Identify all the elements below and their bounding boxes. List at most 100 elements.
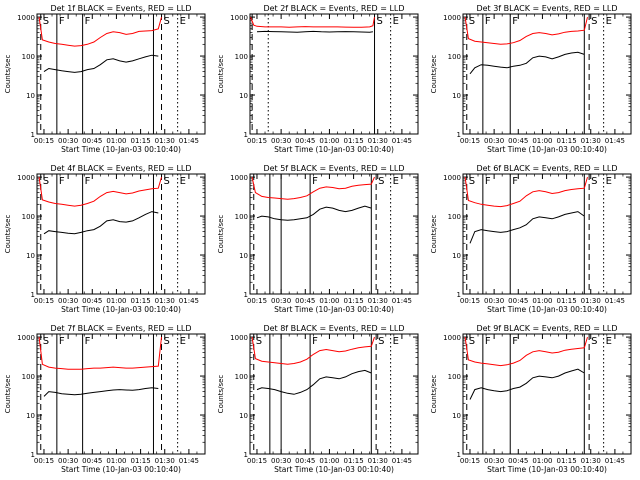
x-tick-label: 01:15 — [556, 457, 576, 465]
x-tick-label: 00:15 — [247, 137, 267, 145]
x-tick-label: 01:15 — [130, 137, 150, 145]
marker-label: S — [469, 16, 475, 27]
y-tick-label: 10 — [239, 252, 248, 260]
x-tick-label: 00:30 — [58, 457, 78, 465]
x-tick-label: 01:45 — [392, 457, 412, 465]
y-tick-label: 1 — [244, 451, 248, 459]
x-tick-label: 00:45 — [508, 137, 528, 145]
x-tick-label: 00:15 — [460, 457, 480, 465]
x-axis-label: Start Time (10-Jan-03 00:10:40) — [61, 305, 181, 314]
y-tick-label: 1 — [31, 131, 35, 139]
y-tick-label: 1 — [457, 291, 461, 299]
plot-frame — [249, 333, 419, 455]
marker-label: E — [606, 16, 612, 27]
marker-label: S — [43, 16, 49, 27]
x-tick-label: 01:00 — [319, 457, 339, 465]
x-axis-label: Start Time (10-Jan-03 00:10:40) — [274, 305, 394, 314]
x-tick-label: 01:30 — [368, 137, 388, 145]
x-tick-label: 01:15 — [556, 137, 576, 145]
x-axis-label: Start Time (10-Jan-03 00:10:40) — [487, 465, 607, 474]
y-tick-label: 100 — [448, 373, 461, 381]
y-tick-label: 10 — [239, 92, 248, 100]
series-line-lld — [251, 336, 375, 365]
marker-label: F — [85, 176, 91, 187]
marker-label: S — [43, 336, 49, 347]
x-tick-label: 01:30 — [581, 137, 601, 145]
marker-label: S — [164, 336, 170, 347]
x-axis-label: Start Time (10-Jan-03 00:10:40) — [487, 145, 607, 154]
series-line-events — [43, 211, 159, 235]
y-tick-label: 100 — [235, 373, 248, 381]
series-line-events — [469, 51, 585, 75]
marker-label: F — [485, 16, 491, 27]
x-tick-label: 00:30 — [58, 297, 78, 305]
y-tick-label: 1 — [244, 131, 248, 139]
plot-frame — [462, 173, 632, 295]
y-tick-label: 100 — [448, 53, 461, 61]
panel-title: Det 4f BLACK = Events, RED = LLD — [50, 164, 191, 173]
series-line-events — [469, 368, 585, 400]
y-tick-label: 100 — [22, 53, 35, 61]
y-tick-label: 1000 — [443, 14, 461, 22]
marker-label: S — [378, 176, 384, 187]
marker-label: S — [377, 16, 383, 27]
series-line-lld — [38, 16, 162, 47]
panel-title: Det 2f BLACK = Events, RED = LLD — [263, 4, 404, 13]
series-line-lld — [251, 176, 375, 200]
series-line-lld — [464, 16, 588, 45]
y-tick-label: 1000 — [443, 174, 461, 182]
y-tick-label: 1000 — [17, 14, 35, 22]
y-tick-label: 1 — [31, 451, 35, 459]
x-tick-label: 00:30 — [484, 457, 504, 465]
x-tick-label: 01:15 — [130, 457, 150, 465]
marker-label: F — [312, 336, 318, 347]
marker-label: F — [85, 16, 91, 27]
marker-label: F — [312, 176, 318, 187]
panel-title: Det 3f BLACK = Events, RED = LLD — [476, 4, 617, 13]
x-axis-label: Start Time (10-Jan-03 00:10:40) — [274, 465, 394, 474]
y-tick-label: 1000 — [230, 14, 248, 22]
marker-label: S — [378, 336, 384, 347]
x-tick-label: 00:45 — [82, 297, 102, 305]
x-tick-label: 00:30 — [271, 137, 291, 145]
marker-label: S — [469, 176, 475, 187]
series-line-events — [43, 387, 159, 397]
x-axis-label: Start Time (10-Jan-03 00:10:40) — [61, 145, 181, 154]
x-tick-label: 00:15 — [247, 297, 267, 305]
plot-frame — [36, 333, 206, 455]
y-tick-label: 1000 — [230, 334, 248, 342]
series-line-lld — [464, 336, 588, 367]
y-tick-label: 1 — [244, 291, 248, 299]
y-tick-label: 100 — [448, 213, 461, 221]
x-tick-label: 01:45 — [179, 457, 199, 465]
x-tick-label: 00:15 — [460, 297, 480, 305]
marker-label: F — [485, 176, 491, 187]
x-tick-label: 01:00 — [532, 457, 552, 465]
plot-frame — [462, 13, 632, 135]
marker-label: F — [512, 176, 518, 187]
y-axis-label: Counts/sec — [430, 55, 438, 94]
x-axis-label: Start Time (10-Jan-03 00:10:40) — [274, 145, 394, 154]
x-tick-label: 00:15 — [34, 137, 54, 145]
y-tick-label: 100 — [235, 213, 248, 221]
y-tick-label: 1 — [457, 131, 461, 139]
marker-label: S — [591, 336, 597, 347]
marker-label: E — [180, 336, 186, 347]
x-tick-label: 01:30 — [155, 297, 175, 305]
panel-8: Det 8f BLACK = Events, RED = LLD 1 10 100 10… — [217, 324, 419, 474]
x-tick-label: 00:30 — [484, 137, 504, 145]
x-tick-label: 00:45 — [295, 137, 315, 145]
x-tick-label: 00:30 — [271, 297, 291, 305]
y-axis-label: Counts/sec — [430, 215, 438, 254]
marker-label: F — [85, 336, 91, 347]
marker-label: S — [591, 16, 597, 27]
panel-4: Det 4f BLACK = Events, RED = LLD 1 10 100 10… — [4, 164, 206, 314]
x-tick-label: 01:30 — [581, 457, 601, 465]
marker-label: S — [164, 16, 170, 27]
series-line-events — [256, 369, 372, 395]
x-tick-label: 01:45 — [392, 297, 412, 305]
y-axis-label: Counts/sec — [217, 375, 225, 414]
marker-label: E — [606, 336, 612, 347]
x-tick-label: 01:45 — [179, 297, 199, 305]
y-tick-label: 1 — [31, 291, 35, 299]
